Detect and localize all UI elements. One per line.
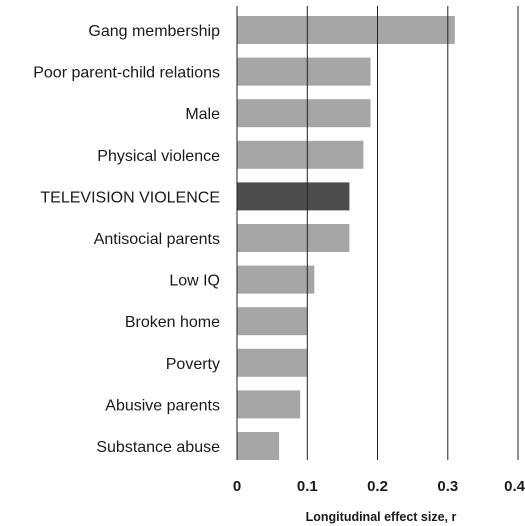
category-label: TELEVISION VIOLENCE (40, 189, 220, 206)
category-label: Substance abuse (96, 439, 220, 456)
category-label: Male (185, 106, 220, 123)
x-tick-label: 0.2 (367, 478, 388, 495)
category-label: Gang membership (88, 23, 220, 40)
category-labels: Gang membership Poor parent-child relatio… (33, 23, 220, 456)
bar (237, 16, 455, 44)
bar (237, 348, 308, 377)
category-label: Poor parent-child relations (33, 65, 220, 82)
bar (237, 432, 280, 460)
bar (237, 390, 301, 419)
bar (237, 265, 315, 294)
bar (237, 57, 371, 86)
category-label: Antisocial parents (94, 231, 220, 248)
bar (237, 224, 350, 252)
category-label: Physical violence (97, 148, 220, 165)
x-tick-label: 0 (233, 478, 241, 495)
x-tick-labels: 0 0.1 0.2 0.3 0.4 (233, 478, 525, 495)
x-tick-label: 0.1 (297, 478, 318, 495)
category-label: Low IQ (169, 273, 220, 290)
bars-layer (237, 16, 455, 460)
bar (237, 99, 371, 128)
bar-highlight (237, 182, 350, 211)
x-axis-title: Longitudinal effect size, r (306, 510, 457, 524)
x-tick-label: 0.4 (504, 478, 525, 495)
category-label: Poverty (166, 356, 220, 373)
bar (237, 140, 364, 169)
x-tick-label: 0.3 (437, 478, 458, 495)
bar (237, 307, 308, 336)
gridlines-layer (236, 6, 519, 460)
category-label: Broken home (125, 314, 220, 331)
category-label: Abusive parents (105, 397, 220, 414)
